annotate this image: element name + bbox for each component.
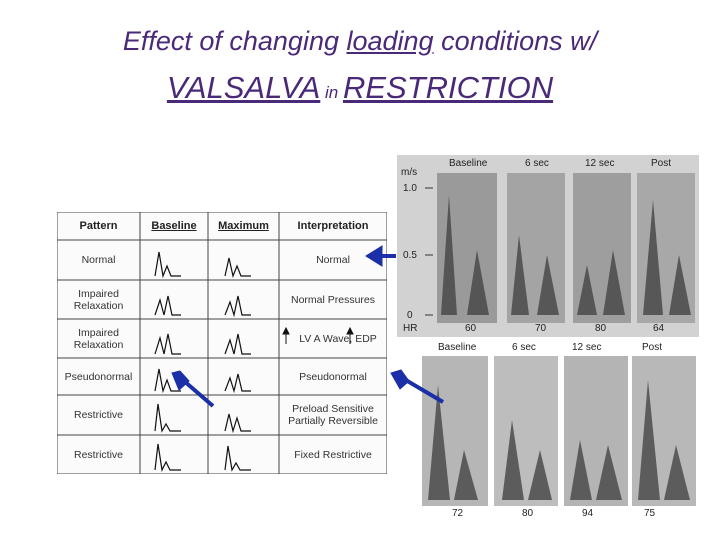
title-valsalva: VALSALVA <box>166 70 321 105</box>
row6-interpretation: Fixed Restrictive <box>294 448 372 461</box>
arrow-echo-head-icon <box>390 369 410 390</box>
top-header-12sec: 12 sec <box>585 158 615 169</box>
bottom-hr-1: 72 <box>452 508 464 519</box>
top-hr-2: 70 <box>535 323 547 334</box>
waveform-fixed-maximum <box>224 445 251 472</box>
arrow-pseudonormal-icon <box>182 379 215 408</box>
arrow-normal-head-icon <box>365 245 383 267</box>
row6-pattern: Restrictive <box>73 448 123 461</box>
bottom-header-post: Post <box>642 342 663 353</box>
col-header-maximum: Maximum <box>218 220 269 232</box>
top-header-baseline: Baseline <box>449 158 488 169</box>
col-header-baseline: Baseline <box>151 220 197 232</box>
doppler-tick-1: 1.0 <box>403 183 417 194</box>
title-suffix: conditions w/ <box>433 26 598 56</box>
title-underlined-word: loading <box>346 26 434 56</box>
waveform-normal-maximum <box>224 257 251 279</box>
row3-interpretation: LV A Wave, EDP <box>299 332 377 345</box>
waveform-restrictive-baseline <box>154 403 181 433</box>
waveform-impaired-baseline <box>154 295 181 316</box>
top-hr-3: 80 <box>595 323 607 334</box>
title-prefix: Effect of changing <box>122 26 347 56</box>
bottom-header-12sec: 12 sec <box>572 342 602 353</box>
top-hr-1: 60 <box>465 323 477 334</box>
doppler-panel-bottom: Baseline 6 sec 12 sec Post 72 80 94 75 <box>418 340 700 522</box>
waveform-restrictive-maximum <box>224 413 251 434</box>
waveform-pseudonormal-baseline <box>154 368 181 394</box>
doppler-axis-unit: m/s <box>401 167 418 178</box>
waveform-impaired-maximum <box>224 295 251 318</box>
slide-title-line1: Effect of changing loading conditions w/ <box>0 26 720 57</box>
doppler-tick-05: 0.5 <box>403 250 417 261</box>
waveform-pseudonormal-maximum <box>224 373 251 394</box>
top-header-post: Post <box>651 158 672 169</box>
row4-interpretation: Pseudonormal <box>299 370 367 383</box>
title-in: in <box>320 83 343 102</box>
bottom-hr-4: 75 <box>644 508 656 519</box>
waveform-impaired2-maximum <box>224 333 251 355</box>
doppler-top-image <box>397 155 699 337</box>
slide-title-line2: VALSALVA in RESTRICTION <box>0 70 720 106</box>
bottom-header-baseline: Baseline <box>438 342 477 353</box>
title-restriction: RESTRICTION <box>342 70 554 105</box>
waveform-impaired2-baseline <box>154 333 181 355</box>
bottom-hr-3: 94 <box>582 508 594 519</box>
filling-pattern-table: Pattern Baseline Maximum Interpretation … <box>57 212 387 474</box>
bottom-header-6sec: 6 sec <box>512 342 536 353</box>
arrow-pseudonormal-head-icon <box>171 370 190 391</box>
arrow-echo-icon <box>402 377 445 404</box>
top-hr-4: 64 <box>653 323 665 334</box>
table-grid <box>57 212 387 474</box>
doppler-hr-label: HR <box>403 323 418 334</box>
waveform-normal-baseline <box>154 251 181 279</box>
top-header-6sec: 6 sec <box>525 158 549 169</box>
row2-pattern: Impaired Relaxation <box>73 287 124 312</box>
row3-pattern: Impaired Relaxation <box>73 326 124 351</box>
row4-pattern: Pseudonormal <box>64 370 133 383</box>
waveform-fixed-baseline <box>154 443 181 472</box>
col-header-interpretation: Interpretation <box>297 220 369 232</box>
row2-interpretation: Normal Pressures <box>290 293 376 306</box>
row5-interpretation: Preload Sensitive Partially Reversible <box>288 403 378 427</box>
row1-interpretation: Normal <box>316 254 350 266</box>
row5-pattern: Restrictive <box>73 409 123 421</box>
doppler-panel-top: m/s 1.0 0.5 0 HR Baseline 6 sec 12 sec P… <box>397 155 699 337</box>
doppler-tick-0: 0 <box>407 310 413 321</box>
doppler-bottom-image <box>422 356 696 506</box>
bottom-hr-2: 80 <box>522 508 534 519</box>
col-header-pattern: Pattern <box>79 220 118 232</box>
row1-pattern: Normal <box>81 254 116 266</box>
